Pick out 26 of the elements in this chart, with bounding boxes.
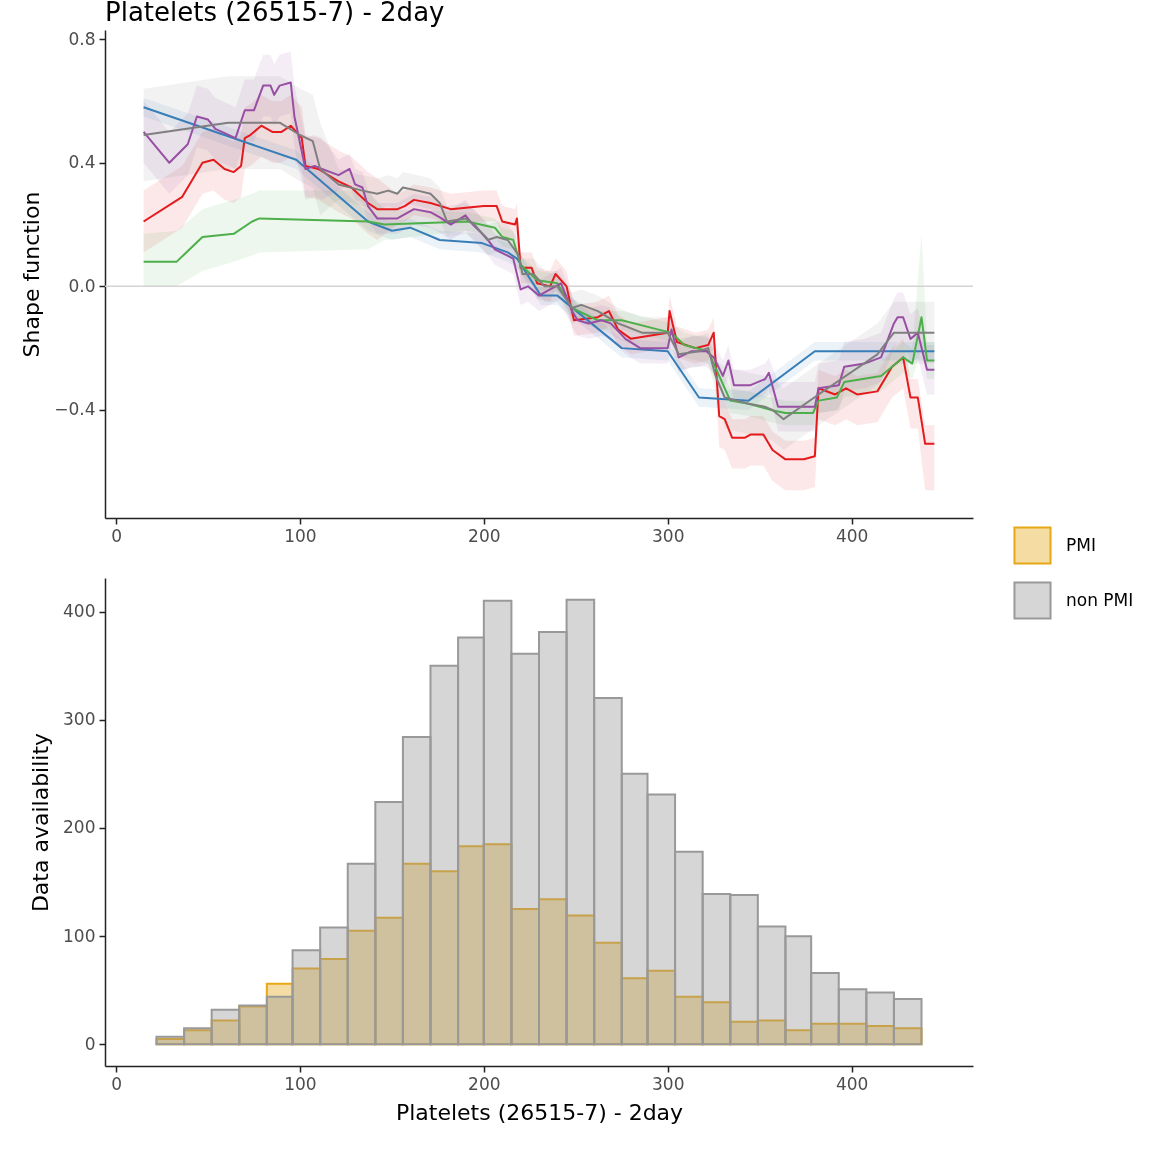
x-tick-label: 100 — [284, 1073, 317, 1094]
chart-title: Platelets (26515-7) - 2day — [105, 0, 445, 27]
x-tick-label: 0 — [111, 1073, 122, 1094]
y-tick-label: 0.4 — [68, 152, 96, 173]
x-tick-label: 300 — [652, 525, 685, 546]
y-axis-title: Data availability — [28, 732, 54, 913]
x-axis-title: Platelets (26515-7) - 2day — [395, 1099, 684, 1125]
x-tick-label: 400 — [835, 1073, 869, 1094]
y-tick-label: −0.4 — [54, 399, 96, 420]
y-tick-label: 400 — [63, 601, 96, 622]
legend-label: non PMI — [1066, 589, 1134, 610]
y-axis-title: Shape function — [19, 191, 45, 358]
y-tick-label: 0.8 — [68, 28, 96, 49]
y-tick-label: 0.0 — [68, 275, 96, 296]
y-tick-label: 300 — [63, 709, 96, 730]
legend-label: PMI — [1066, 534, 1096, 555]
y-tick-label: 200 — [63, 817, 96, 838]
x-tick-label: 0 — [111, 525, 122, 546]
x-tick-label: 200 — [468, 1073, 501, 1094]
y-tick-label: 100 — [63, 925, 96, 946]
x-tick-label: 300 — [652, 1073, 685, 1094]
x-tick-label: 100 — [284, 525, 317, 546]
y-tick-label: 0 — [84, 1033, 96, 1054]
x-tick-label: 400 — [835, 525, 869, 546]
line-series — [142, 217, 936, 414]
x-tick-label: 200 — [468, 525, 501, 546]
